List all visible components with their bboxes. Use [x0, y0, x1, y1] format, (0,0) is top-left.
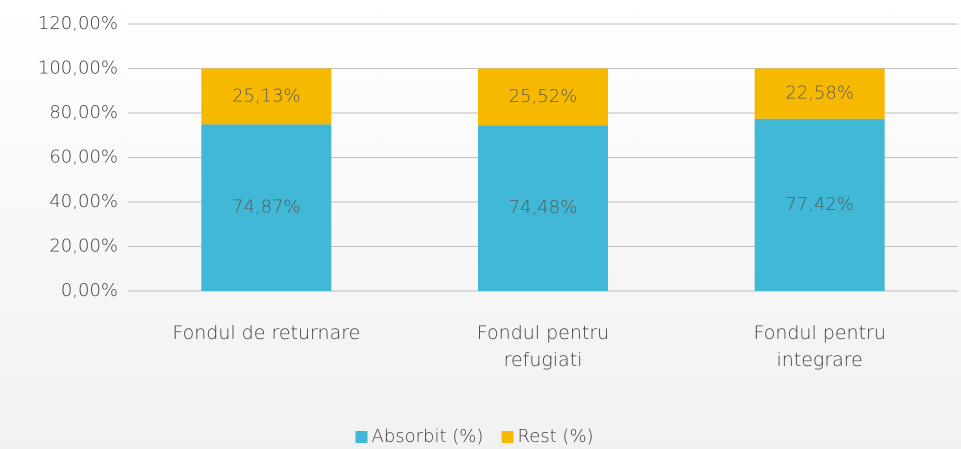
bar-segment [754, 118, 885, 291]
data-label: 25,52% [509, 86, 578, 107]
data-label: 22,58% [785, 83, 854, 104]
y-tick-label: 60,00% [49, 147, 118, 168]
y-tick-label: 120,00% [38, 13, 118, 34]
x-tick-label: Fondul de returnare [172, 322, 361, 344]
legend-label: Absorbit (%) [372, 426, 484, 447]
bar-segment [201, 124, 332, 292]
y-tick-label: 100,00% [38, 58, 118, 79]
bar-segment [201, 68, 332, 125]
y-tick-label: 0,00% [61, 280, 118, 301]
x-tick-label: Fondul pentru refugiati [476, 322, 610, 371]
bar-segment [754, 68, 885, 119]
x-tick-label: Fondul pentru integrare [753, 322, 886, 371]
data-label: 74,87% [232, 197, 301, 218]
legend-label: Rest (%) [518, 426, 594, 447]
y-tick-label: 20,00% [49, 236, 118, 257]
y-tick-label: 80,00% [49, 102, 118, 123]
bar-segment [478, 68, 608, 126]
legend-swatch [355, 431, 368, 443]
data-label: 74,48% [509, 197, 578, 218]
bar-segment [478, 125, 608, 291]
data-label: 25,13% [232, 85, 301, 106]
data-label: 77,42% [785, 194, 854, 215]
legend-swatch [501, 431, 514, 443]
y-tick-label: 40,00% [49, 191, 118, 212]
